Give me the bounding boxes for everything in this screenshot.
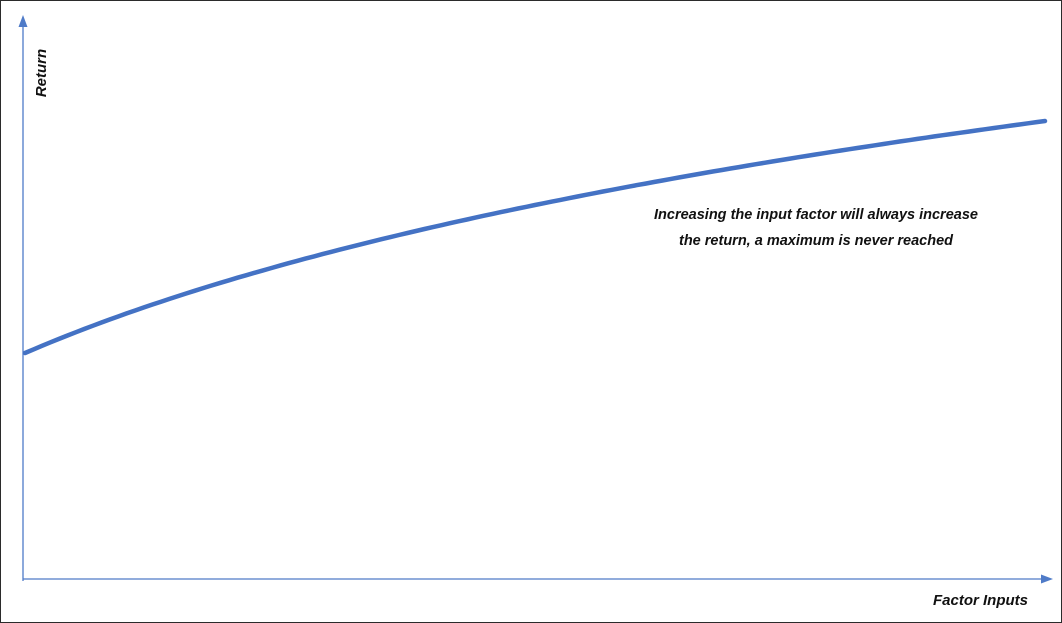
- x-axis-label: Factor Inputs: [933, 592, 1028, 609]
- y-axis-arrow: [18, 15, 28, 27]
- annotation-line-1: Increasing the input factor will always …: [654, 207, 978, 223]
- annotation-line-2: the return, a maximum is never reached: [679, 233, 954, 249]
- x-axis-arrow: [1041, 574, 1053, 584]
- y-axis-label: Return: [33, 49, 50, 97]
- return-curve: [22, 118, 1048, 356]
